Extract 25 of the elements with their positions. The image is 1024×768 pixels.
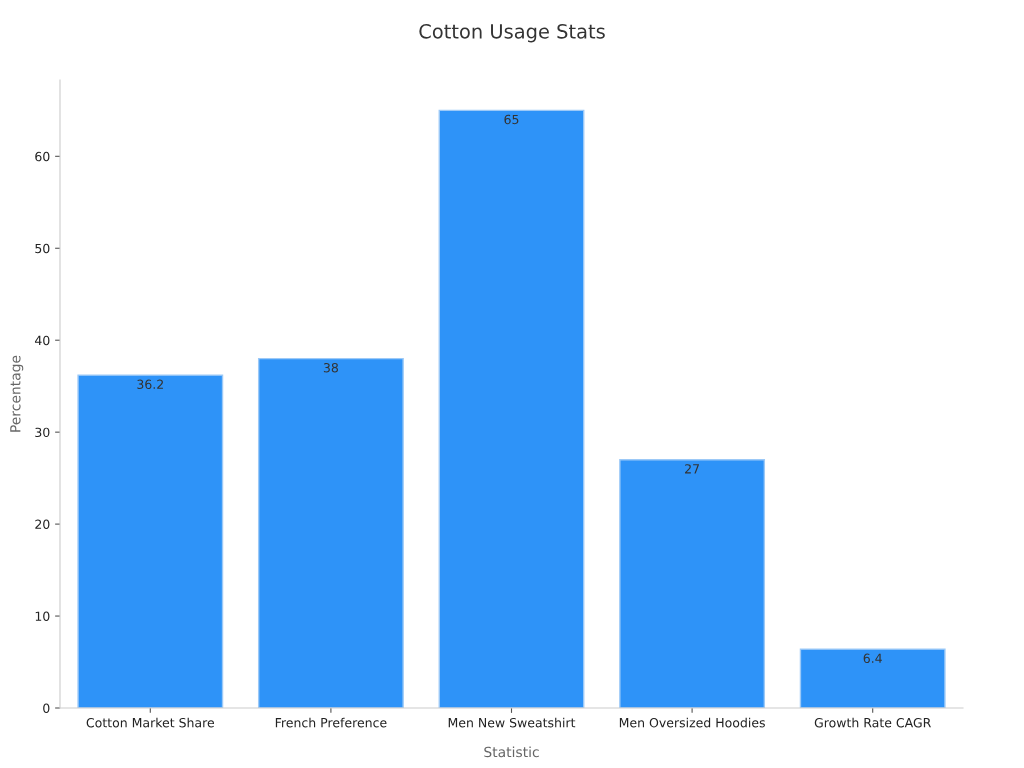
bar: [257, 357, 404, 708]
bar: [438, 109, 585, 708]
y-axis-title: Percentage: [10, 355, 24, 432]
data-label: 36.2: [137, 379, 163, 389]
data-label: 27: [685, 464, 699, 474]
x-tick-label: Men New Sweatshirt: [448, 717, 576, 728]
y-tick-label: 30: [35, 427, 50, 438]
bar: [77, 374, 224, 708]
y-tick-label: 50: [35, 243, 50, 254]
y-tick-label: 10: [35, 611, 50, 621]
x-tick-label: French Preference: [275, 717, 387, 728]
x-axis-title: Statistic: [484, 746, 539, 758]
y-tick-label: 0: [43, 703, 50, 713]
data-label: 65: [504, 114, 519, 125]
bar: [799, 648, 946, 708]
data-label: 6.4: [863, 653, 882, 663]
y-tick-label: 60: [35, 151, 50, 162]
y-tick-label: 40: [34, 335, 50, 346]
bar: [619, 459, 766, 708]
chart-title: Cotton Usage Stats: [419, 23, 605, 43]
y-tick-label: 20: [35, 519, 50, 530]
x-tick-label: Growth Rate CAGR: [814, 717, 931, 728]
x-tick-label: Men Oversized Hoodies: [619, 717, 765, 728]
x-tick-label: Cotton Market Share: [86, 717, 214, 728]
data-label: 38: [323, 362, 338, 373]
